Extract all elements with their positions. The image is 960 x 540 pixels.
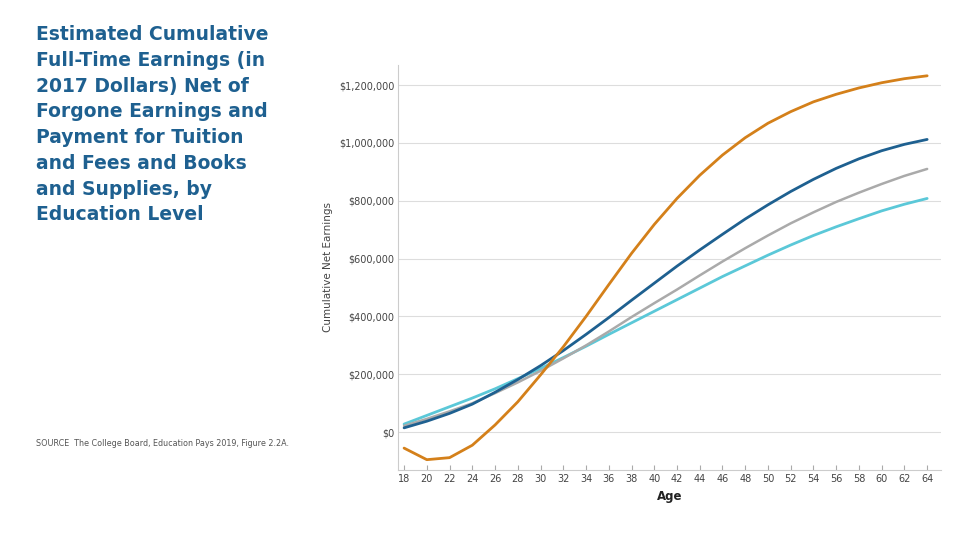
X-axis label: Age: Age	[657, 490, 683, 503]
Text: Education Pays 2019: Education Pays 2019	[429, 516, 531, 525]
Y-axis label: Cumulative Net Earnings: Cumulative Net Earnings	[324, 202, 333, 332]
Text: Estimated Cumulative
Full-Time Earnings (in
2017 Dollars) Net of
Forgone Earning: Estimated Cumulative Full-Time Earnings …	[36, 25, 269, 224]
Text: For detailed data, visit: trends.collegeboard.org.: For detailed data, visit: trends.college…	[14, 516, 250, 525]
Text: SOURCE  The College Board, Education Pays 2019, Figure 2.2A.: SOURCE The College Board, Education Pays…	[36, 439, 290, 448]
Text: ✓ CollegeBoard: ✓ CollegeBoard	[845, 516, 936, 525]
